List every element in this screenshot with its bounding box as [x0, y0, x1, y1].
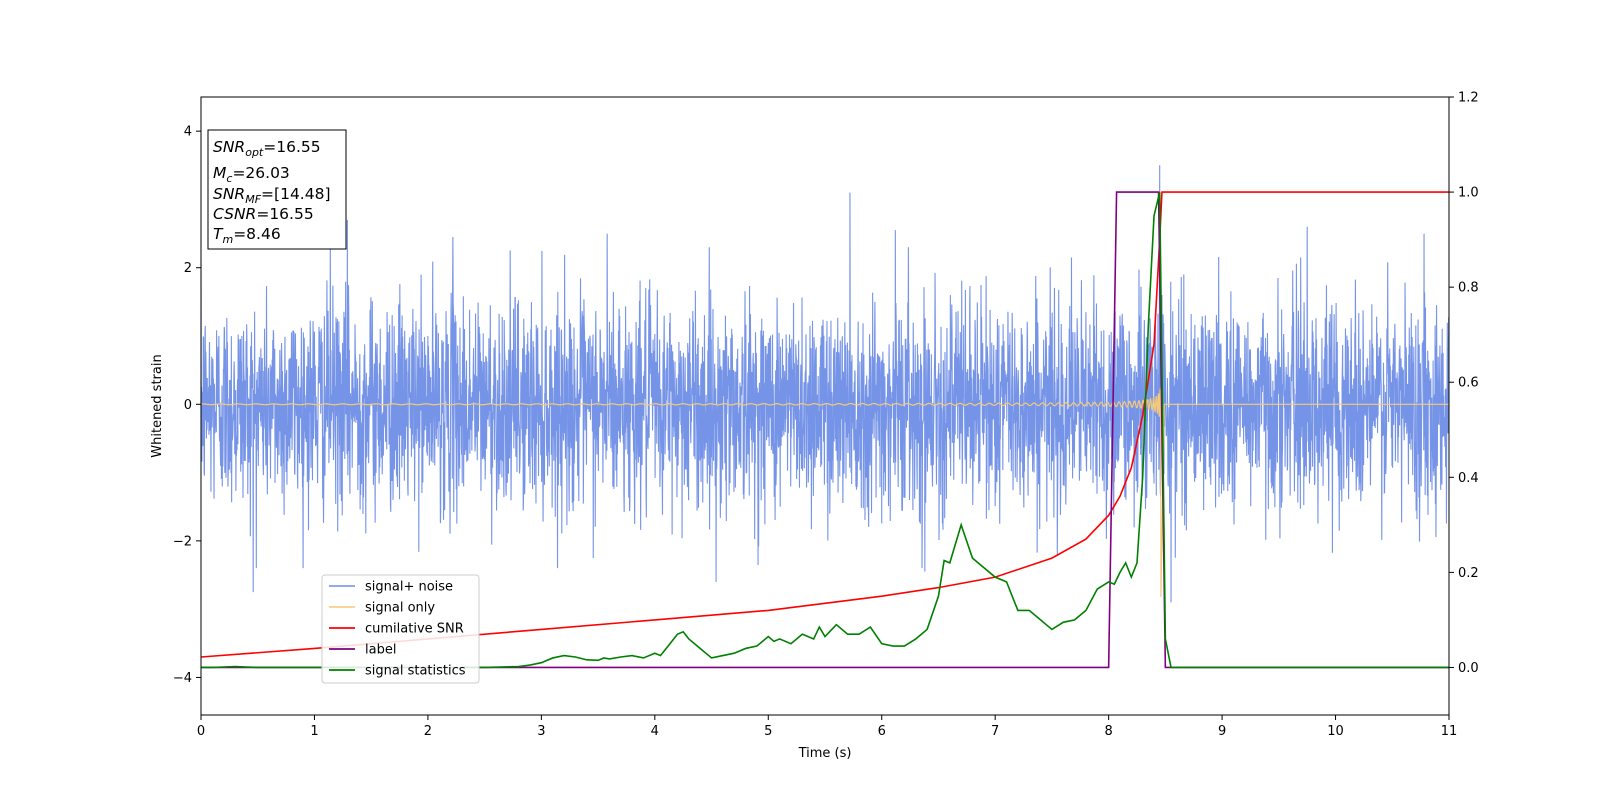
y2-tick-label: 0.8 — [1458, 281, 1479, 296]
y2-tick-label: 0.2 — [1458, 566, 1479, 581]
x-tick-label: 10 — [1327, 724, 1344, 739]
x-axis-label: Time (s) — [798, 746, 852, 761]
legend-entry-label: label — [329, 643, 396, 658]
annotation-frame — [207, 129, 347, 250]
annotation-line: Tm=8.46 — [213, 225, 281, 246]
legend-label: signal statistics — [365, 664, 466, 679]
annotation-subscript: opt — [245, 146, 264, 159]
y2-tick-label: 1.2 — [1458, 91, 1479, 106]
y-tick-label: 2 — [184, 261, 192, 276]
series-signal-only-line — [201, 388, 1449, 597]
legend: signal+ noise signal only cumilative SNR la… — [321, 574, 480, 684]
annotation-value: =8.46 — [233, 225, 281, 243]
annotation-value: =16.55 — [263, 138, 320, 156]
annotation-subscript: m — [222, 233, 233, 246]
annotation-value: =26.03 — [232, 164, 289, 182]
y-tick-label: −4 — [173, 671, 192, 686]
y-axis-right: 0.0 0.2 0.4 0.6 0.8 1.0 1.2 — [1449, 91, 1479, 676]
x-tick-label: 8 — [1104, 724, 1112, 739]
annotation-line: SNRopt=16.55 — [213, 138, 321, 159]
x-tick-label: 3 — [537, 724, 545, 739]
legend-label: label — [365, 643, 396, 658]
series-signal-statistics-line — [201, 191, 1449, 669]
x-tick-label: 4 — [651, 724, 659, 739]
x-axis: 0 1 2 3 4 5 6 7 8 9 10 11 — [197, 715, 1457, 739]
legend-label: cumilative SNR — [365, 622, 464, 637]
series-signal-noise-line — [201, 165, 1449, 603]
x-tick-label: 9 — [1218, 724, 1226, 739]
x-tick-label: 5 — [764, 724, 772, 739]
x-tick-label: 1 — [310, 724, 318, 739]
annotation-value: =16.55 — [256, 205, 313, 223]
y-tick-label: 0 — [184, 398, 192, 413]
y2-tick-label: 0.4 — [1458, 471, 1479, 486]
y-tick-label: 4 — [184, 125, 192, 140]
annotation-subscript: MF — [245, 193, 261, 206]
x-tick-label: 0 — [197, 724, 205, 739]
y2-tick-label: 1.0 — [1458, 186, 1479, 201]
legend-entry-signal-statistics: signal statistics — [329, 664, 466, 679]
legend-frame — [321, 574, 480, 684]
annotation-value: =[14.48] — [261, 185, 330, 203]
annotation-line: Mc=26.03 — [213, 164, 290, 185]
y-axis-label: Whitened strain — [150, 354, 165, 457]
annotation-variable: T — [213, 225, 224, 243]
legend-entry-signal-noise: signal+ noise — [329, 580, 453, 595]
legend-label: signal+ noise — [365, 580, 453, 595]
y-tick-label: −2 — [173, 534, 192, 549]
y2-tick-label: 0.0 — [1458, 661, 1479, 676]
annotation-line: CSNR=16.55 — [213, 205, 314, 223]
legend-label: signal only — [365, 601, 435, 616]
plot-frame — [200, 96, 1450, 716]
x-tick-label: 6 — [878, 724, 886, 739]
legend-entry-cumulative-snr: cumilative SNR — [329, 622, 464, 637]
annotation-variable: CSNR — [213, 205, 256, 223]
annotation-variable: SNR — [213, 185, 245, 203]
annotation-variable: SNR — [213, 138, 245, 156]
x-tick-label: 11 — [1441, 724, 1458, 739]
annotation-line: SNRMF=[14.48] — [213, 185, 331, 206]
plot-area — [201, 165, 1449, 669]
legend-entry-signal-only: signal only — [329, 601, 435, 616]
annotation-subscript: c — [226, 172, 232, 185]
y2-tick-label: 0.6 — [1458, 376, 1479, 391]
annotation-variable: M — [213, 164, 226, 182]
x-tick-label: 2 — [424, 724, 432, 739]
y-axis-left: −4 −2 0 2 4 — [173, 125, 201, 686]
series-cumulative-snr-line — [201, 191, 1449, 658]
annotation-box: SNRopt=16.55Mc=26.03SNRMF=[14.48]CSNR=16… — [207, 129, 347, 250]
x-tick-label: 7 — [991, 724, 999, 739]
